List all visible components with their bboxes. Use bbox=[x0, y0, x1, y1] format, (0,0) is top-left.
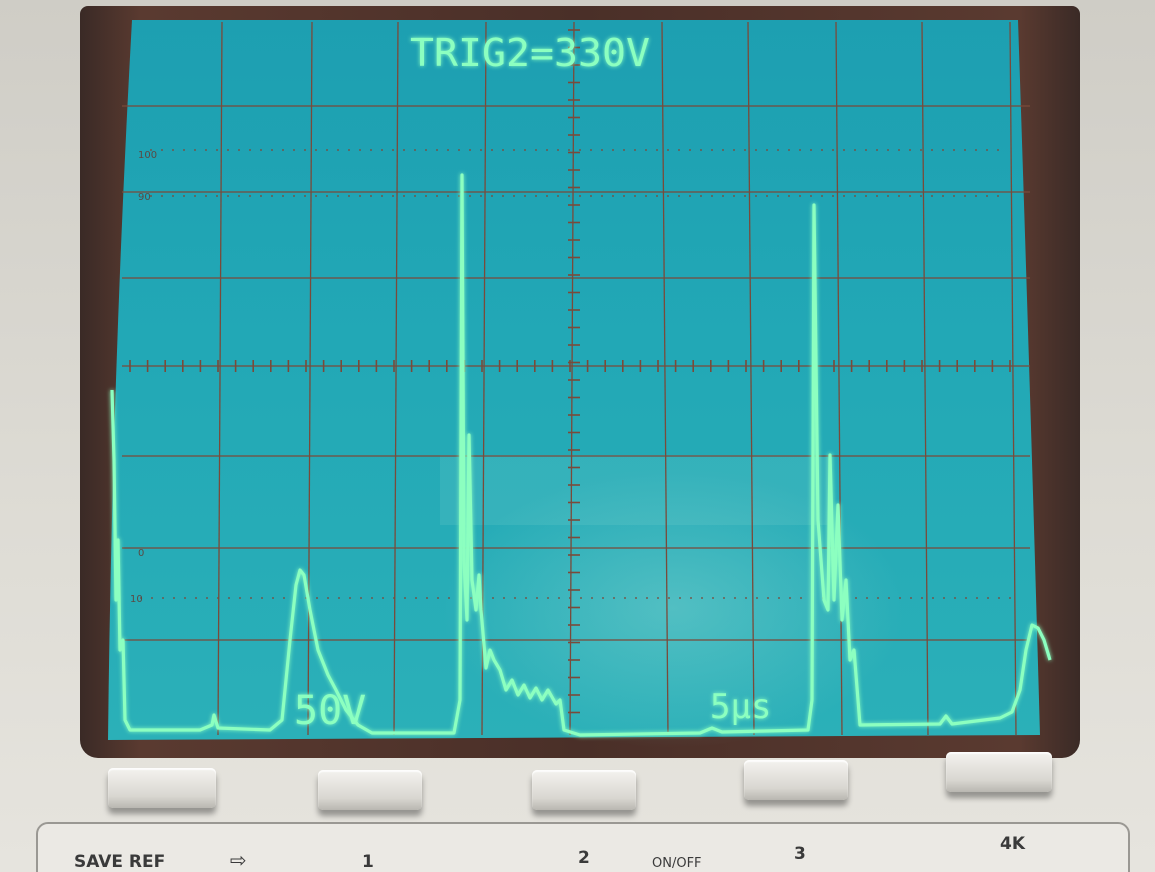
softkey-2[interactable] bbox=[318, 770, 422, 810]
label-on-off: ON/OFF bbox=[652, 856, 702, 871]
scale-mark-0: 0 bbox=[138, 548, 144, 559]
arrow-right-icon: ⇨ bbox=[230, 848, 247, 872]
label-key-3: 3 bbox=[794, 844, 806, 864]
label-key-2: 2 bbox=[578, 848, 590, 868]
softkey-1[interactable] bbox=[108, 768, 216, 808]
softkey-4[interactable] bbox=[744, 760, 848, 800]
signal-trace bbox=[110, 173, 1052, 737]
graticule-line bbox=[661, 21, 669, 736]
volts-per-div-readout: 50V bbox=[294, 688, 366, 734]
graticule-line bbox=[307, 21, 313, 736]
softkey-3[interactable] bbox=[532, 770, 636, 810]
label-save-ref: SAVE REF bbox=[74, 852, 166, 872]
trigger-readout: TRIG2=330V bbox=[410, 31, 650, 75]
graticule-line bbox=[747, 21, 755, 736]
softkey-label-strip bbox=[36, 822, 1130, 872]
screen-glare bbox=[310, 360, 970, 760]
scale-mark-90: 90 bbox=[138, 192, 151, 203]
scale-mark-10: 10 bbox=[130, 594, 143, 605]
scale-mark-100: 100 bbox=[138, 150, 157, 161]
label-key-4k: 4K bbox=[1000, 834, 1026, 854]
graticule-line bbox=[217, 21, 223, 736]
graticule-line bbox=[393, 21, 399, 736]
time-per-div-readout: 5µs bbox=[710, 687, 771, 727]
graticule-line bbox=[569, 21, 575, 736]
label-key-1: 1 bbox=[362, 852, 374, 872]
graticule bbox=[122, 21, 1030, 736]
graticule-line bbox=[1009, 21, 1017, 736]
softkey-5[interactable] bbox=[946, 752, 1052, 792]
graticule-line bbox=[921, 21, 929, 736]
